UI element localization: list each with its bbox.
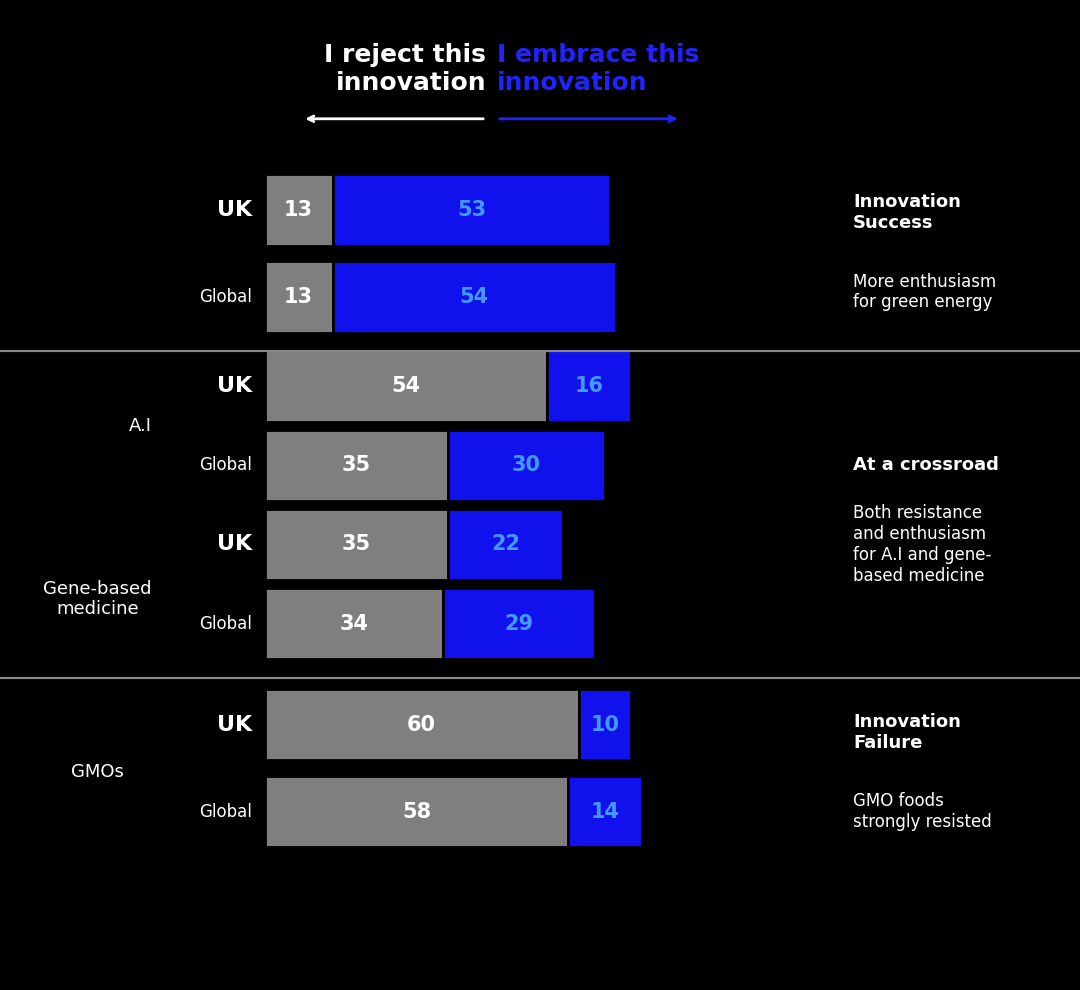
Text: More enthusiasm
for green energy: More enthusiasm for green energy — [853, 272, 997, 312]
Text: GMO foods
strongly resisted: GMO foods strongly resisted — [853, 792, 991, 832]
Bar — [265, 509, 448, 580]
Text: Global: Global — [199, 288, 252, 306]
Bar — [579, 689, 631, 760]
Text: UK: UK — [216, 715, 252, 735]
Bar — [448, 430, 605, 501]
Bar — [448, 509, 563, 580]
Text: 29: 29 — [504, 614, 534, 634]
Text: GMOs: GMOs — [71, 763, 123, 781]
Text: 30: 30 — [512, 455, 541, 475]
Text: A.I: A.I — [129, 417, 152, 435]
Text: Global: Global — [199, 456, 252, 474]
Bar — [568, 776, 642, 847]
Text: UK: UK — [216, 535, 252, 554]
Text: Innovation
Success: Innovation Success — [853, 193, 961, 233]
Bar — [265, 350, 548, 422]
Text: I embrace this
innovation: I embrace this innovation — [497, 44, 699, 95]
Bar — [548, 350, 631, 422]
Bar — [265, 261, 333, 333]
Text: 13: 13 — [284, 287, 313, 307]
Text: 16: 16 — [575, 376, 604, 396]
Text: UK: UK — [216, 376, 252, 396]
Text: 22: 22 — [491, 535, 521, 554]
Bar — [265, 430, 448, 501]
Bar — [265, 174, 333, 246]
Bar — [333, 174, 610, 246]
Text: At a crossroad: At a crossroad — [853, 456, 999, 474]
Text: 60: 60 — [407, 715, 436, 735]
Text: I reject this
innovation: I reject this innovation — [324, 44, 486, 95]
Text: Global: Global — [199, 803, 252, 821]
Text: 14: 14 — [591, 802, 620, 822]
Text: 53: 53 — [457, 200, 486, 220]
Bar — [265, 689, 579, 760]
Bar — [443, 588, 595, 659]
Bar — [265, 776, 568, 847]
Text: 35: 35 — [341, 455, 370, 475]
Text: Innovation
Failure: Innovation Failure — [853, 713, 961, 752]
Bar — [265, 588, 443, 659]
Text: UK: UK — [216, 200, 252, 220]
Text: Gene-based
medicine: Gene-based medicine — [43, 579, 151, 619]
Text: 13: 13 — [284, 200, 313, 220]
Text: 10: 10 — [591, 715, 620, 735]
Text: 35: 35 — [341, 535, 370, 554]
Text: 54: 54 — [460, 287, 488, 307]
Text: Both resistance
and enthusiasm
for A.I and gene-
based medicine: Both resistance and enthusiasm for A.I a… — [853, 504, 991, 585]
Text: 34: 34 — [339, 614, 368, 634]
Text: Global: Global — [199, 615, 252, 633]
Text: 54: 54 — [391, 376, 420, 396]
Text: 58: 58 — [402, 802, 431, 822]
Bar — [333, 261, 616, 333]
